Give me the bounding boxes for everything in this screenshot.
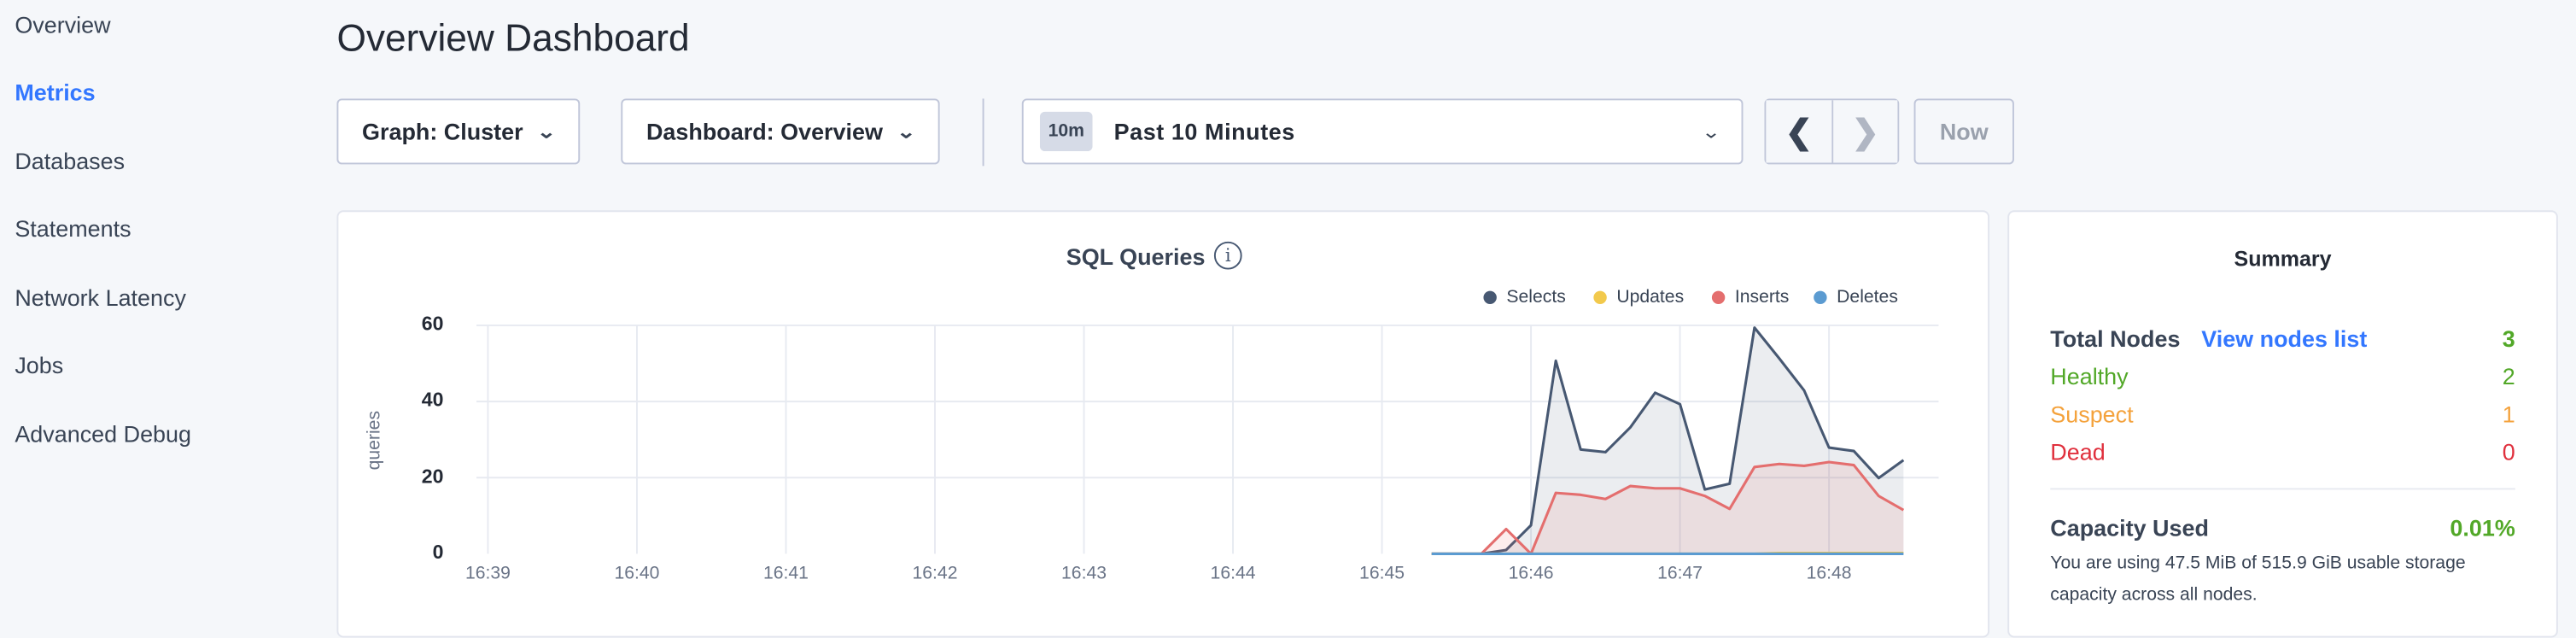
legend-label: Updates xyxy=(1616,287,1685,307)
next-time-button[interactable]: ❯ xyxy=(1833,100,1898,163)
legend-label: Deletes xyxy=(1837,287,1898,307)
legend-inserts[interactable]: Inserts xyxy=(1711,287,1790,307)
y-tick-label: 60 xyxy=(421,312,444,336)
series-line-selects xyxy=(1431,326,1905,555)
healthy-row: Healthy 2 xyxy=(2050,363,2515,389)
capacity-value: 0.01% xyxy=(2450,514,2515,541)
dead-label: Dead xyxy=(2050,438,2106,465)
dead-row: Dead 0 xyxy=(2050,439,2515,465)
suspect-value: 1 xyxy=(2502,401,2515,428)
total-nodes-label: Total Nodes xyxy=(2050,325,2181,352)
suspect-row: Suspect 1 xyxy=(2050,401,2515,427)
chevron-down-icon: ⌄ xyxy=(537,122,558,143)
chevron-down-icon: ⌄ xyxy=(1701,122,1721,143)
capacity-row: Capacity Used 0.01% xyxy=(2050,514,2515,541)
summary-title: Summary xyxy=(2234,246,2332,272)
series-line-inserts xyxy=(1431,460,1905,555)
sidebar-item-databases[interactable]: Databases xyxy=(15,148,126,174)
x-tick-label: 16:47 xyxy=(1657,563,1703,584)
capacity-label: Capacity Used xyxy=(2050,514,2209,541)
x-tick-label: 16:46 xyxy=(1508,563,1554,584)
legend-dot xyxy=(1483,290,1497,305)
view-nodes-list-link[interactable]: View nodes list xyxy=(2201,325,2368,352)
sidebar-item-jobs[interactable]: Jobs xyxy=(15,351,64,378)
dashboard-select-label: Dashboard: Overview xyxy=(645,118,883,145)
total-nodes-value: 3 xyxy=(2502,325,2515,352)
time-range-select[interactable]: 10m Past 10 Minutes ⌄ xyxy=(1021,98,1744,165)
sidebar-item-advanced-debug[interactable]: Advanced Debug xyxy=(15,420,192,448)
legend-dot xyxy=(1711,290,1726,305)
time-nav-group: ❮ ❯ xyxy=(1764,98,1900,165)
healthy-label: Healthy xyxy=(2050,363,2129,390)
chevron-left-icon: ❮ xyxy=(1785,114,1814,151)
x-tick-label: 16:42 xyxy=(912,563,958,584)
y-tick-label: 0 xyxy=(432,541,444,564)
chevron-down-icon: ⌄ xyxy=(897,122,917,143)
healthy-value: 2 xyxy=(2502,363,2515,390)
legend-updates[interactable]: Updates xyxy=(1593,288,1684,307)
y-tick-label: 40 xyxy=(421,388,444,412)
sidebar-item-overview[interactable]: Overview xyxy=(15,11,111,38)
page-title: Overview Dashboard xyxy=(336,16,690,60)
toolbar-divider xyxy=(982,98,984,167)
x-tick-label: 16:41 xyxy=(762,563,809,584)
series-area-selects xyxy=(1431,327,1904,554)
legend-dot xyxy=(1593,290,1607,305)
chart-title: SQL Queries xyxy=(1066,243,1206,270)
legend-label: Selects xyxy=(1506,287,1566,307)
series-area-inserts xyxy=(1431,461,1904,554)
legend-label: Inserts xyxy=(1734,287,1790,307)
x-tick-label: 16:39 xyxy=(464,563,511,584)
dashboard-select[interactable]: Dashboard: Overview ⌄ xyxy=(621,98,940,165)
y-tick-label: 20 xyxy=(421,464,444,488)
summary-divider xyxy=(2050,488,2515,490)
legend-dot xyxy=(1814,290,1827,305)
time-range-badge: 10m xyxy=(1039,111,1093,152)
graph-select-label: Graph: Cluster xyxy=(362,118,523,145)
x-tick-label: 16:43 xyxy=(1061,563,1107,584)
x-tick-label: 16:40 xyxy=(614,563,660,584)
chevron-right-icon: ❯ xyxy=(1851,114,1879,151)
sidebar-item-metrics[interactable]: Metrics xyxy=(15,79,96,106)
total-nodes-row: Total Nodes View nodes list 3 xyxy=(2050,325,2515,352)
sidebar-item-statements[interactable]: Statements xyxy=(15,215,131,242)
graph-select[interactable]: Graph: Cluster ⌄ xyxy=(336,98,581,165)
sql-queries-chart xyxy=(476,325,1939,555)
info-icon[interactable]: i xyxy=(1213,241,1242,270)
sql-queries-chart-card xyxy=(336,210,1990,638)
x-tick-label: 16:45 xyxy=(1359,563,1405,584)
previous-time-button[interactable]: ❮ xyxy=(1766,100,1834,163)
time-range-label: Past 10 Minutes xyxy=(1113,118,1295,145)
x-tick-label: 16:44 xyxy=(1210,563,1256,584)
now-button[interactable]: Now xyxy=(1913,98,2014,165)
summary-card xyxy=(2007,210,2558,638)
capacity-description: You are using 47.5 MiB of 515.9 GiB usab… xyxy=(2050,553,2466,606)
suspect-label: Suspect xyxy=(2050,401,2134,428)
legend-deletes[interactable]: Deletes xyxy=(1814,288,1898,307)
x-tick-label: 16:48 xyxy=(1806,563,1852,584)
sidebar-item-network-latency[interactable]: Network Latency xyxy=(15,284,186,311)
dashboard-page: Overview Metrics Databases Statements Ne… xyxy=(15,11,2558,638)
legend-selects[interactable]: Selects xyxy=(1483,287,1566,307)
dead-value: 0 xyxy=(2502,438,2515,465)
